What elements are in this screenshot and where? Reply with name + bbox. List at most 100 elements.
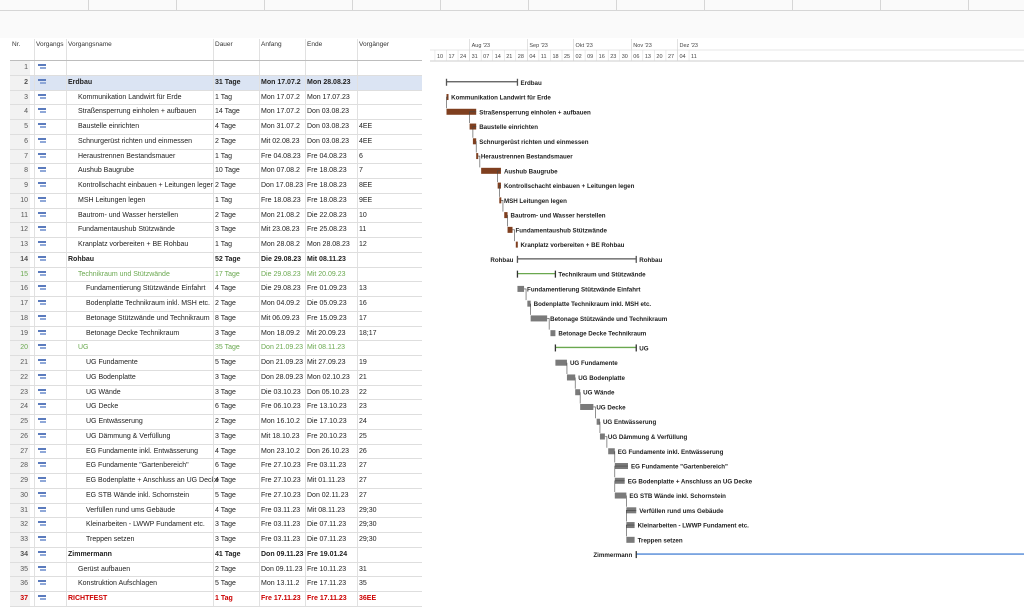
- table-row[interactable]: 16 Fundamentierung Stützwände Einfahrt 4 T…: [10, 282, 422, 297]
- task-end[interactable]: Fre 25.08.23: [307, 226, 347, 234]
- task-start[interactable]: Mit 02.08.23: [261, 137, 300, 145]
- task-duration[interactable]: 2 Tage: [215, 565, 236, 573]
- table-row[interactable]: 12 Fundamentaushub Stützwände 3 Tage Mit 23…: [10, 223, 422, 238]
- table-row[interactable]: 1: [10, 61, 422, 76]
- gantt-bar[interactable]: UG Entwässerung: [596, 418, 657, 427]
- task-name[interactable]: Straßensperrung einholen + aufbauen: [78, 108, 197, 116]
- task-predecessors[interactable]: 35: [359, 580, 367, 588]
- table-row[interactable]: 28 EG Fundamente "Gartenbereich" 6 Tage Fre…: [10, 459, 422, 474]
- task-name[interactable]: Fundamentierung Stützwände Einfahrt: [86, 285, 206, 293]
- row-number[interactable]: 30: [10, 488, 30, 503]
- gantt-bar[interactable]: Straßensperrung einholen + aufbauen: [446, 108, 591, 117]
- task-duration[interactable]: 14 Tage: [215, 108, 240, 116]
- task-duration[interactable]: [215, 61, 261, 74]
- gantt-bar[interactable]: UG Fundamente: [555, 359, 618, 368]
- col-header-duration[interactable]: Dauer: [215, 41, 233, 48]
- gantt-bar[interactable]: UG: [554, 344, 649, 352]
- gantt-bar[interactable]: UG Dämmung & Verfüllung: [599, 433, 688, 442]
- row-number[interactable]: 10: [10, 193, 30, 208]
- task-duration[interactable]: 41 Tage: [215, 550, 241, 558]
- task-name[interactable]: EG Fundamente inkl. Entwässerung: [86, 447, 199, 455]
- task-predecessors[interactable]: 18;17: [359, 329, 377, 337]
- task-end[interactable]: Fre 18.08.23: [307, 196, 347, 204]
- task-predecessors[interactable]: 31: [359, 565, 367, 573]
- task-start[interactable]: Don 28.09.23: [261, 373, 304, 381]
- task-duration[interactable]: 4 Tage: [215, 477, 236, 484]
- task-start[interactable]: Mon 17.07.2: [261, 108, 300, 116]
- task-duration[interactable]: 3 Tage: [215, 329, 236, 337]
- table-row[interactable]: 31 Verfüllen rund ums Gebäude 4 Tage Fre 03…: [10, 503, 422, 519]
- task-start[interactable]: Don 17.08.23: [261, 182, 304, 189]
- task-duration[interactable]: 31 Tage: [215, 78, 241, 86]
- task-name[interactable]: UG Bodenplatte: [86, 373, 136, 381]
- task-duration[interactable]: 3 Tage: [215, 388, 236, 396]
- task-duration[interactable]: 4 Tage: [215, 447, 236, 455]
- task-start[interactable]: Fre 03.11.23: [261, 536, 301, 543]
- task-duration[interactable]: 2 Tage: [215, 300, 236, 307]
- gantt-bar[interactable]: UG Bodenplatte: [566, 374, 626, 382]
- task-duration[interactable]: 4 Tage: [215, 285, 236, 293]
- task-end[interactable]: Mit 20.09.23: [307, 329, 346, 337]
- task-name[interactable]: Kommunikation Landwirt für Erde: [78, 93, 182, 101]
- task-start[interactable]: Mon 21.08.2: [261, 211, 300, 219]
- task-predecessors[interactable]: 23: [359, 403, 367, 411]
- gantt-bar[interactable]: EG STB Wände inkl. Schornstein: [614, 492, 726, 501]
- table-row[interactable]: 13 Kranplatz vorbereiten + BE Rohbau 1 Tag…: [10, 238, 422, 253]
- task-duration[interactable]: 1 Tag: [215, 93, 232, 101]
- gantt-bar[interactable]: Zimmermann: [593, 551, 1024, 559]
- gantt-bar[interactable]: Betonage Stützwände und Technikraum: [530, 315, 668, 323]
- row-number[interactable]: 24: [10, 400, 30, 414]
- task-duration[interactable]: 1 Tag: [215, 595, 233, 602]
- task-end[interactable]: Die 22.08.23: [307, 211, 347, 219]
- task-name[interactable]: Bodenplatte Technikraum inkl. MSH etc.: [86, 300, 210, 307]
- task-predecessors[interactable]: 17: [359, 314, 367, 322]
- task-start[interactable]: Don 09.11.23: [261, 565, 303, 573]
- table-row[interactable]: 7 Heraustrennen Bestandsmauer 1 Tag Fre 04.…: [10, 149, 422, 165]
- table-row[interactable]: 9 Kontrollschacht einbauen + Leitungen le…: [10, 179, 422, 194]
- row-number[interactable]: 2: [10, 75, 30, 90]
- task-predecessors[interactable]: 19: [359, 359, 367, 366]
- gantt-bar[interactable]: Technikraum und Stützwände: [516, 270, 646, 279]
- row-number[interactable]: 21: [10, 356, 30, 370]
- task-predecessors[interactable]: 25: [359, 432, 367, 440]
- table-row[interactable]: 15 Technikraum und Stützwände 17 Tage Die 2…: [10, 267, 422, 283]
- row-number[interactable]: 12: [10, 223, 30, 237]
- task-predecessors[interactable]: 27: [359, 491, 367, 499]
- task-predecessors[interactable]: 21: [359, 373, 367, 381]
- row-number[interactable]: 3: [10, 90, 30, 105]
- task-duration[interactable]: 1 Tag: [215, 196, 232, 204]
- task-start[interactable]: Die 29.08.23: [261, 255, 302, 263]
- task-end[interactable]: Mit 08.11.23: [307, 506, 346, 514]
- task-end[interactable]: Fre 13.10.23: [307, 403, 347, 411]
- task-start[interactable]: Fre 27.10.23: [261, 462, 301, 470]
- task-predecessors[interactable]: 29;30: [359, 536, 377, 543]
- task-name[interactable]: Verfüllen rund ums Gebäude: [86, 506, 176, 514]
- task-start[interactable]: Die 03.10.23: [261, 388, 301, 396]
- task-duration[interactable]: 3 Tage: [215, 521, 236, 529]
- task-end[interactable]: Mit 08.11.23: [307, 255, 346, 263]
- task-end[interactable]: Die 07.11.23: [307, 521, 347, 529]
- table-row[interactable]: 29 EG Bodenplatte + Anschluss an UG Decke…: [10, 474, 422, 489]
- task-start[interactable]: Mon 16.10.2: [261, 418, 300, 425]
- task-end[interactable]: Mit 27.09.23: [307, 359, 346, 366]
- row-number[interactable]: 25: [10, 415, 30, 429]
- table-row[interactable]: 36 Konstruktion Aufschlagen 5 Tage Mon 13.1…: [10, 577, 422, 592]
- col-header-predecessors[interactable]: Vorgänger: [359, 41, 389, 48]
- gantt-bar[interactable]: Kontrollschacht einbauen + Leitungen leg…: [497, 182, 635, 191]
- task-end[interactable]: Fre 20.10.23: [307, 432, 347, 440]
- task-duration[interactable]: 5 Tage: [215, 580, 236, 588]
- task-end[interactable]: Mon 28.08.23: [307, 241, 350, 248]
- gantt-bar[interactable]: Verfüllen rund ums Gebäude: [626, 507, 724, 515]
- task-start[interactable]: Mon 04.09.2: [261, 300, 300, 307]
- task-predecessors[interactable]: [359, 76, 419, 89]
- task-name[interactable]: Heraustrennen Bestandsmauer: [78, 152, 176, 160]
- row-number[interactable]: 1: [10, 61, 30, 75]
- task-predecessors[interactable]: 27: [359, 462, 367, 470]
- gantt-bar[interactable]: Aushub Baugrube: [481, 167, 558, 176]
- table-row[interactable]: 37 RICHTFEST 1 Tag Fre 17.11.23 Fre 17.11.23…: [10, 592, 422, 607]
- task-predecessors[interactable]: [359, 253, 419, 266]
- task-name[interactable]: Baustelle einrichten: [78, 123, 140, 130]
- row-number[interactable]: 8: [10, 164, 30, 178]
- task-predecessors[interactable]: 22: [359, 388, 367, 396]
- gantt-bar[interactable]: Kleinarbeiten - LWWP Fundament etc.: [626, 522, 749, 530]
